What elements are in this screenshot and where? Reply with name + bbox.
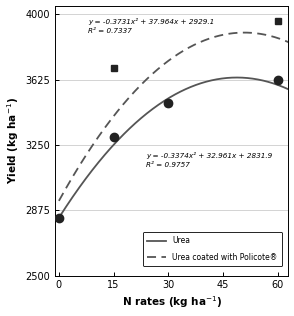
Text: y = -0.3731x² + 37.964x + 2929.1: y = -0.3731x² + 37.964x + 2929.1 (88, 18, 214, 25)
X-axis label: N rates (kg ha$^{-1}$): N rates (kg ha$^{-1}$) (122, 295, 222, 310)
Text: R² = 0.9757: R² = 0.9757 (146, 162, 190, 168)
Text: R² = 0.7337: R² = 0.7337 (88, 28, 132, 34)
Text: y = -0.3374x² + 32.961x + 2831.9: y = -0.3374x² + 32.961x + 2831.9 (146, 152, 273, 159)
Y-axis label: Yield (kg ha$^{-1}$): Yield (kg ha$^{-1}$) (6, 97, 21, 184)
Legend: Urea, Urea coated with Policote®: Urea, Urea coated with Policote® (143, 232, 282, 266)
